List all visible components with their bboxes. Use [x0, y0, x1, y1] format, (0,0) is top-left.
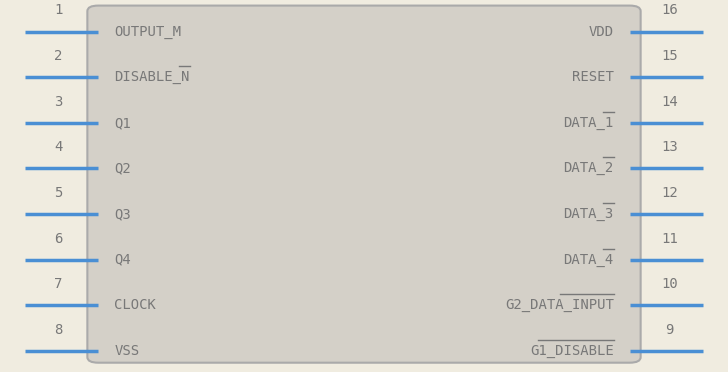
- Text: Q4: Q4: [114, 253, 131, 267]
- Text: 3: 3: [54, 95, 63, 109]
- Text: 7: 7: [54, 277, 63, 291]
- Text: DATA_2: DATA_2: [563, 161, 614, 176]
- Text: VSS: VSS: [114, 344, 140, 358]
- Text: RESET: RESET: [571, 70, 614, 84]
- Text: G1_DISABLE: G1_DISABLE: [530, 344, 614, 358]
- Text: 2: 2: [54, 49, 63, 63]
- Text: 16: 16: [661, 3, 678, 17]
- Text: CLOCK: CLOCK: [114, 298, 157, 312]
- Text: VDD: VDD: [588, 25, 614, 39]
- FancyBboxPatch shape: [87, 6, 641, 363]
- Text: 13: 13: [661, 140, 678, 154]
- Text: DATA_4: DATA_4: [563, 253, 614, 267]
- Text: 10: 10: [661, 277, 678, 291]
- Text: 6: 6: [54, 232, 63, 246]
- Text: DATA_1: DATA_1: [563, 116, 614, 130]
- Text: 15: 15: [661, 49, 678, 63]
- Text: Q2: Q2: [114, 161, 131, 176]
- Text: 8: 8: [54, 323, 63, 337]
- Text: OUTPUT_M: OUTPUT_M: [114, 25, 181, 39]
- Text: DATA_3: DATA_3: [563, 207, 614, 221]
- Text: DISABLE_N: DISABLE_N: [114, 70, 190, 84]
- Text: 4: 4: [54, 140, 63, 154]
- Text: 11: 11: [661, 232, 678, 246]
- Text: Q1: Q1: [114, 116, 131, 130]
- Text: G2_DATA_INPUT: G2_DATA_INPUT: [505, 298, 614, 312]
- Text: 5: 5: [54, 186, 63, 200]
- Text: 14: 14: [661, 95, 678, 109]
- Text: 1: 1: [54, 3, 63, 17]
- Text: 9: 9: [665, 323, 674, 337]
- Text: Q3: Q3: [114, 207, 131, 221]
- Text: 12: 12: [661, 186, 678, 200]
